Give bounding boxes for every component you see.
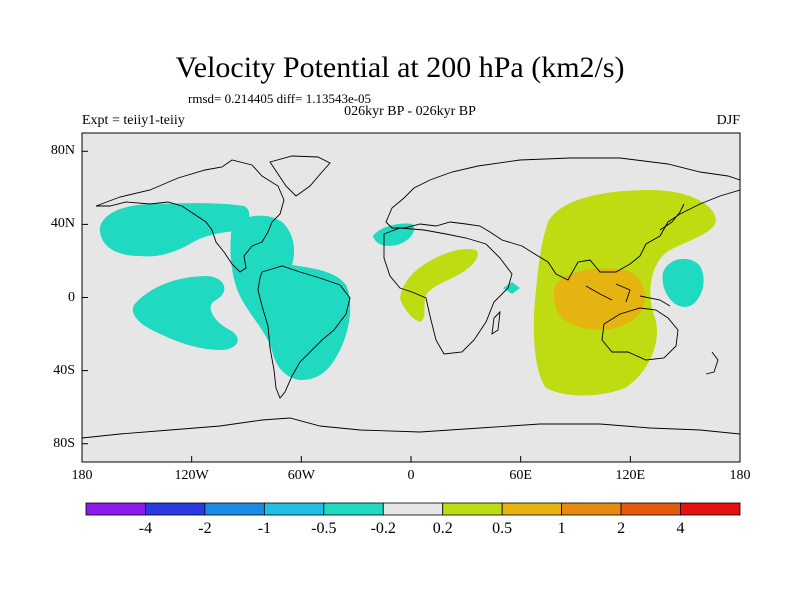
- map-ticks: [81, 150, 741, 462]
- x-tick-label: 180: [71, 468, 93, 483]
- coastline-antarctica: [82, 417, 740, 439]
- x-tick-label: 120W: [174, 468, 209, 483]
- coastline-africa: [383, 227, 513, 355]
- stats-text: rmsd= 0.214405 diff= 1.13543e-05: [188, 91, 372, 106]
- y-tick-label: 80N: [50, 143, 75, 159]
- experiment-label: Expt = teiiy1-teiiy: [82, 113, 185, 128]
- colorbar-swatch: [501, 502, 563, 516]
- coastline-japan: [659, 203, 685, 231]
- coastline-new-zealand: [705, 351, 719, 375]
- season-label: DJF: [716, 113, 740, 128]
- colorbar-label: -1: [257, 520, 272, 537]
- x-tick-label: 120E: [615, 468, 646, 483]
- contour-region-positive-strong: [553, 268, 646, 330]
- contour-region-negative: [662, 258, 704, 307]
- x-tick-label: 180: [729, 468, 751, 483]
- colorbar-label: 0.5: [492, 520, 513, 537]
- contour-region-negative: [503, 282, 520, 294]
- y-tick-label: 80S: [53, 435, 75, 451]
- x-tick-label: 60W: [287, 468, 315, 483]
- coastline-madagascar: [491, 310, 501, 335]
- colorbar-swatch: [561, 502, 622, 516]
- coastline-south-america: [257, 265, 351, 399]
- plot-title: Velocity Potential at 200 hPa (km2/s): [175, 51, 625, 84]
- colorbar-label: -0.2: [370, 520, 396, 537]
- colorbar-swatch: [263, 502, 325, 516]
- colorbar-label: -2: [198, 520, 212, 537]
- period-label: 026kyr BP - 026kyr BP: [344, 104, 476, 119]
- coastline-eurasia: [385, 157, 740, 281]
- coastline-north-america: [95, 159, 285, 273]
- coastlines: [82, 155, 740, 439]
- y-tick-label: 40N: [50, 216, 75, 232]
- x-tick-label: 0: [407, 468, 415, 483]
- contour-region-negative: [230, 215, 351, 380]
- coastline-australia: [601, 307, 679, 361]
- coastline-indonesia: [585, 283, 671, 307]
- contour-region-negative: [132, 276, 238, 350]
- colorbar-label: 0.2: [432, 520, 453, 537]
- x-tick-label: 60E: [509, 468, 532, 483]
- colorbar: [85, 502, 741, 516]
- colorbar-label: 2: [617, 520, 626, 537]
- colorbar-swatch: [85, 502, 146, 516]
- contour-region-negative: [99, 203, 250, 257]
- contour-region-negative: [373, 223, 415, 246]
- colorbar-label: -0.5: [311, 520, 337, 537]
- colorbar-swatch: [145, 502, 206, 516]
- colorbar-swatch: [204, 502, 265, 516]
- colorbar-swatch: [382, 502, 444, 516]
- contour-region-positive: [400, 248, 478, 322]
- map-content: [82, 155, 740, 439]
- colorbar-swatch: [620, 502, 681, 516]
- colorbar-label: 1: [557, 520, 566, 537]
- colorbar-swatch: [680, 502, 741, 516]
- colorbar-swatch: [442, 502, 503, 516]
- colorbar-label: -4: [138, 520, 153, 537]
- colorbar-swatch: [323, 502, 384, 516]
- coastline-greenland: [269, 155, 331, 197]
- colorbar-label: 4: [676, 520, 685, 537]
- y-tick-label: 40S: [53, 362, 75, 378]
- y-tick-label: 0: [68, 289, 75, 305]
